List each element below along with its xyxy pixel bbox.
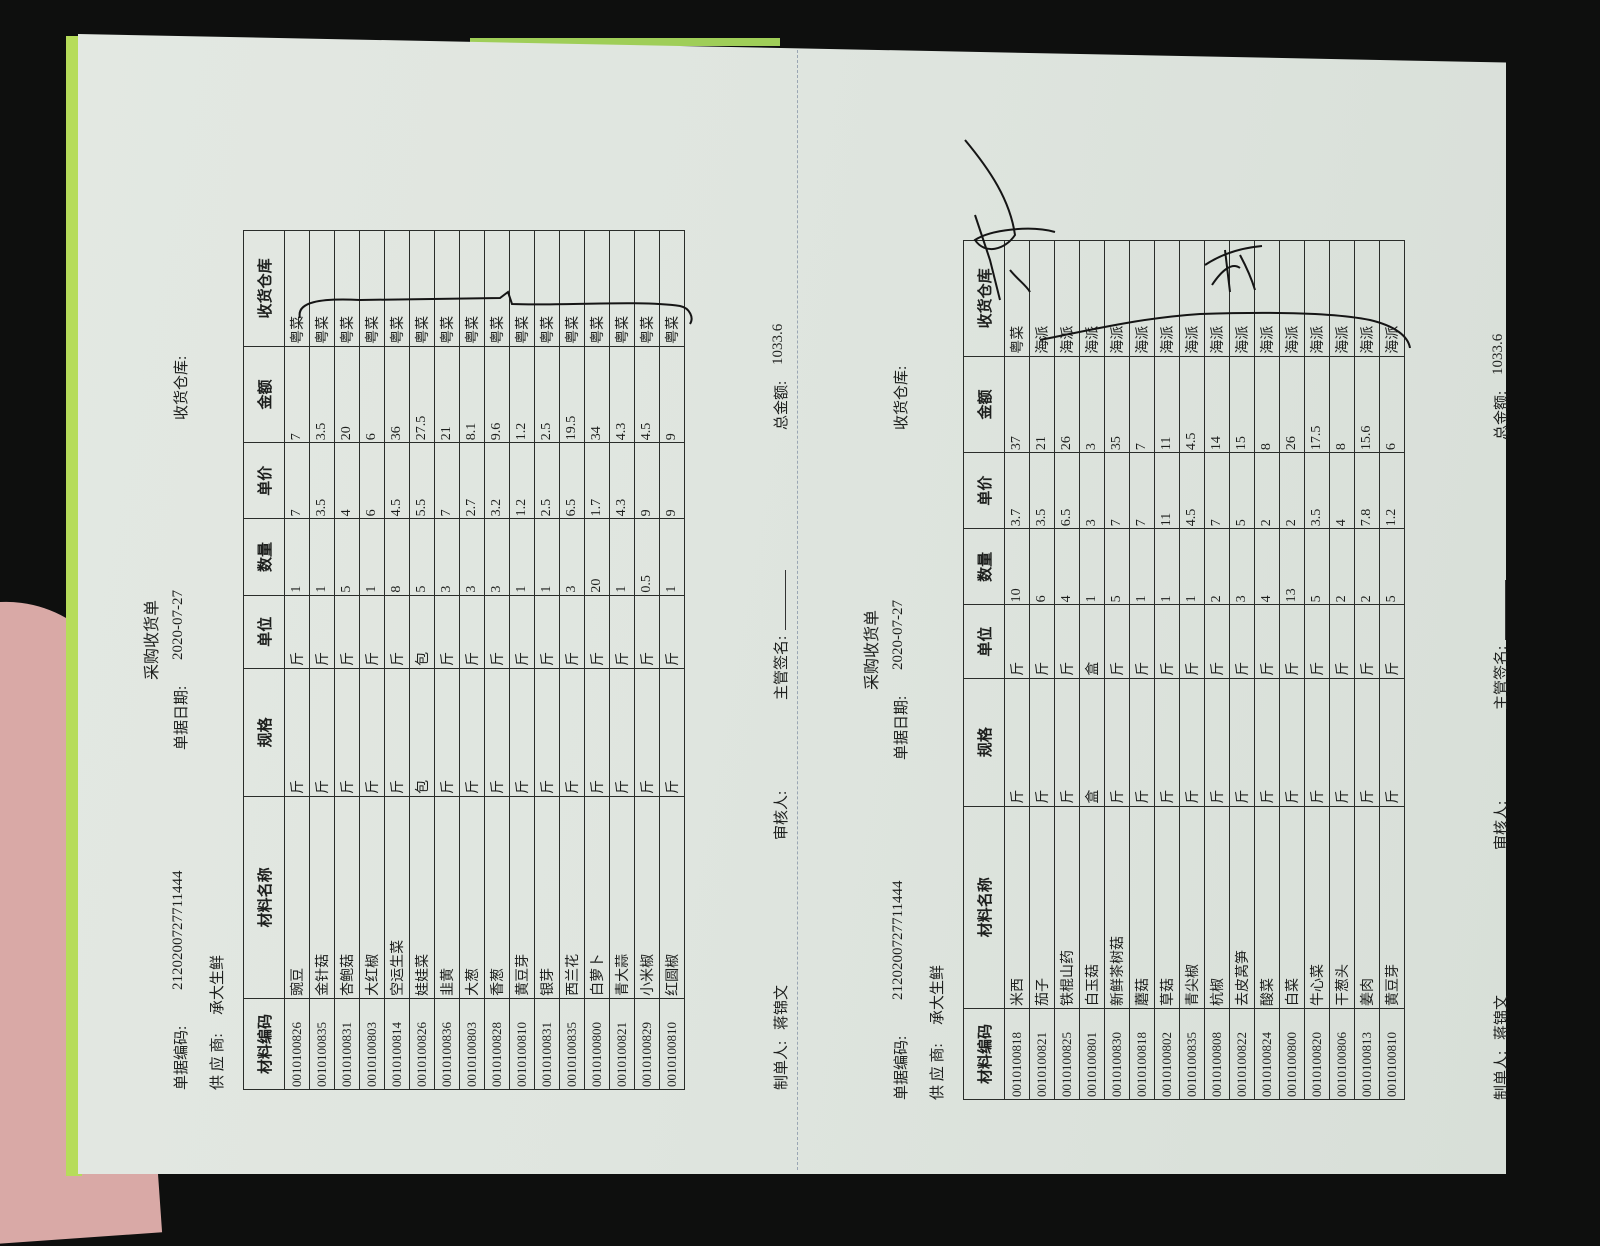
receipt-paper	[78, 34, 1506, 1174]
signature-mid	[1204, 245, 1263, 293]
brace-right-table	[1039, 311, 1411, 349]
handwriting-layer	[0, 0, 1600, 1200]
perforation-line	[797, 50, 798, 1170]
brace-left-table	[298, 290, 693, 325]
signature-top	[964, 139, 1056, 301]
green-sheet-top	[470, 38, 780, 46]
